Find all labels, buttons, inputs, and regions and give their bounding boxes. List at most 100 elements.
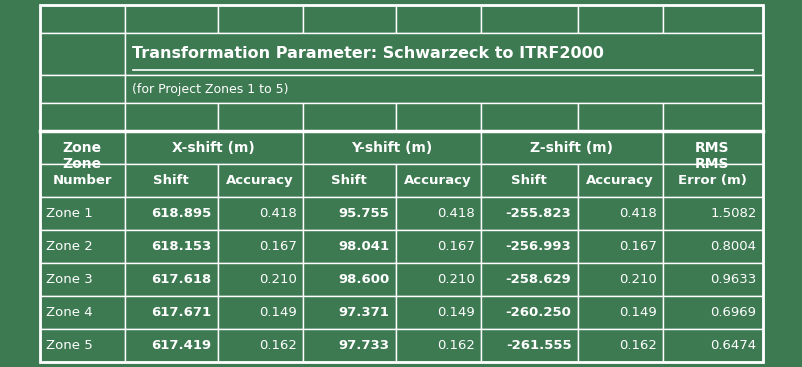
Text: 0.9633: 0.9633 <box>711 273 756 286</box>
Bar <box>577 263 662 296</box>
Bar <box>217 164 302 197</box>
Text: 0.8004: 0.8004 <box>711 240 756 253</box>
Text: 617.671: 617.671 <box>152 306 212 319</box>
Bar <box>302 197 395 230</box>
Text: Shift: Shift <box>153 174 189 187</box>
Text: 0.167: 0.167 <box>618 240 657 253</box>
Bar <box>124 296 217 329</box>
Bar <box>480 230 577 263</box>
Text: 1.5082: 1.5082 <box>710 207 756 220</box>
Bar <box>124 103 217 131</box>
Bar <box>480 296 577 329</box>
Bar <box>217 296 302 329</box>
Bar <box>39 75 124 103</box>
Text: 618.895: 618.895 <box>152 207 212 220</box>
Bar <box>302 230 395 263</box>
Text: 0.6474: 0.6474 <box>711 339 756 352</box>
Bar <box>124 164 217 197</box>
Bar <box>39 263 124 296</box>
Bar <box>302 164 395 197</box>
Bar <box>662 131 763 164</box>
Bar <box>480 329 577 362</box>
Text: Zone: Zone <box>63 157 102 171</box>
Bar <box>124 329 217 362</box>
Bar <box>39 131 124 164</box>
Bar <box>124 33 763 75</box>
Text: 0.149: 0.149 <box>437 306 475 319</box>
Bar <box>39 296 124 329</box>
Bar <box>662 296 763 329</box>
Text: 617.419: 617.419 <box>152 339 212 352</box>
Bar <box>577 230 662 263</box>
Text: 0.210: 0.210 <box>436 273 475 286</box>
Bar <box>39 164 124 197</box>
Text: 0.418: 0.418 <box>437 207 475 220</box>
Text: Zone 3: Zone 3 <box>46 273 92 286</box>
Bar <box>302 263 395 296</box>
Text: Zone 2: Zone 2 <box>46 240 92 253</box>
Text: Y-shift (m): Y-shift (m) <box>351 141 432 155</box>
Text: Number: Number <box>52 174 111 187</box>
Text: Zone 4: Zone 4 <box>46 306 92 319</box>
Bar <box>302 103 395 131</box>
Bar <box>662 103 763 131</box>
Bar <box>395 263 480 296</box>
Text: 0.149: 0.149 <box>619 306 657 319</box>
Bar <box>577 296 662 329</box>
Text: (for Project Zones 1 to 5): (for Project Zones 1 to 5) <box>132 83 289 95</box>
Bar <box>662 197 763 230</box>
Text: 0.6969: 0.6969 <box>711 306 756 319</box>
Text: Zone 1: Zone 1 <box>46 207 92 220</box>
Text: Shift: Shift <box>331 174 367 187</box>
Text: Zone 5: Zone 5 <box>46 339 92 352</box>
Text: -261.555: -261.555 <box>506 339 572 352</box>
Text: 98.041: 98.041 <box>338 240 390 253</box>
Text: 0.167: 0.167 <box>258 240 297 253</box>
Text: 0.167: 0.167 <box>436 240 475 253</box>
Text: Accuracy: Accuracy <box>226 174 294 187</box>
Bar <box>577 164 662 197</box>
Text: 97.371: 97.371 <box>338 306 390 319</box>
Bar <box>124 131 302 164</box>
Bar <box>217 230 302 263</box>
Text: 0.210: 0.210 <box>258 273 297 286</box>
Bar <box>480 131 662 164</box>
Text: Accuracy: Accuracy <box>404 174 472 187</box>
Bar <box>395 103 480 131</box>
Bar <box>39 131 124 197</box>
Bar <box>124 197 217 230</box>
Bar <box>302 131 480 164</box>
Text: 0.418: 0.418 <box>259 207 297 220</box>
Bar <box>395 296 480 329</box>
Bar <box>480 263 577 296</box>
Bar <box>480 197 577 230</box>
Text: X-shift (m): X-shift (m) <box>172 141 255 155</box>
Text: -260.250: -260.250 <box>505 306 572 319</box>
Bar <box>662 230 763 263</box>
Bar <box>39 103 124 131</box>
Bar <box>124 263 217 296</box>
Bar <box>662 5 763 33</box>
Bar <box>662 263 763 296</box>
Text: 618.153: 618.153 <box>152 240 212 253</box>
Bar <box>395 5 480 33</box>
Text: Error (m): Error (m) <box>678 174 747 187</box>
Bar <box>577 197 662 230</box>
Bar <box>395 164 480 197</box>
Text: RMS: RMS <box>695 141 730 155</box>
Bar <box>302 5 395 33</box>
Text: -256.993: -256.993 <box>506 240 572 253</box>
Bar <box>577 103 662 131</box>
Bar <box>217 329 302 362</box>
Bar <box>39 33 124 75</box>
Text: 0.162: 0.162 <box>258 339 297 352</box>
Bar <box>217 197 302 230</box>
Bar <box>124 230 217 263</box>
Text: 0.162: 0.162 <box>618 339 657 352</box>
Bar <box>124 75 763 103</box>
Bar <box>39 197 124 230</box>
Text: Accuracy: Accuracy <box>586 174 654 187</box>
Bar <box>217 103 302 131</box>
Text: RMS: RMS <box>695 157 730 171</box>
Bar <box>217 5 302 33</box>
